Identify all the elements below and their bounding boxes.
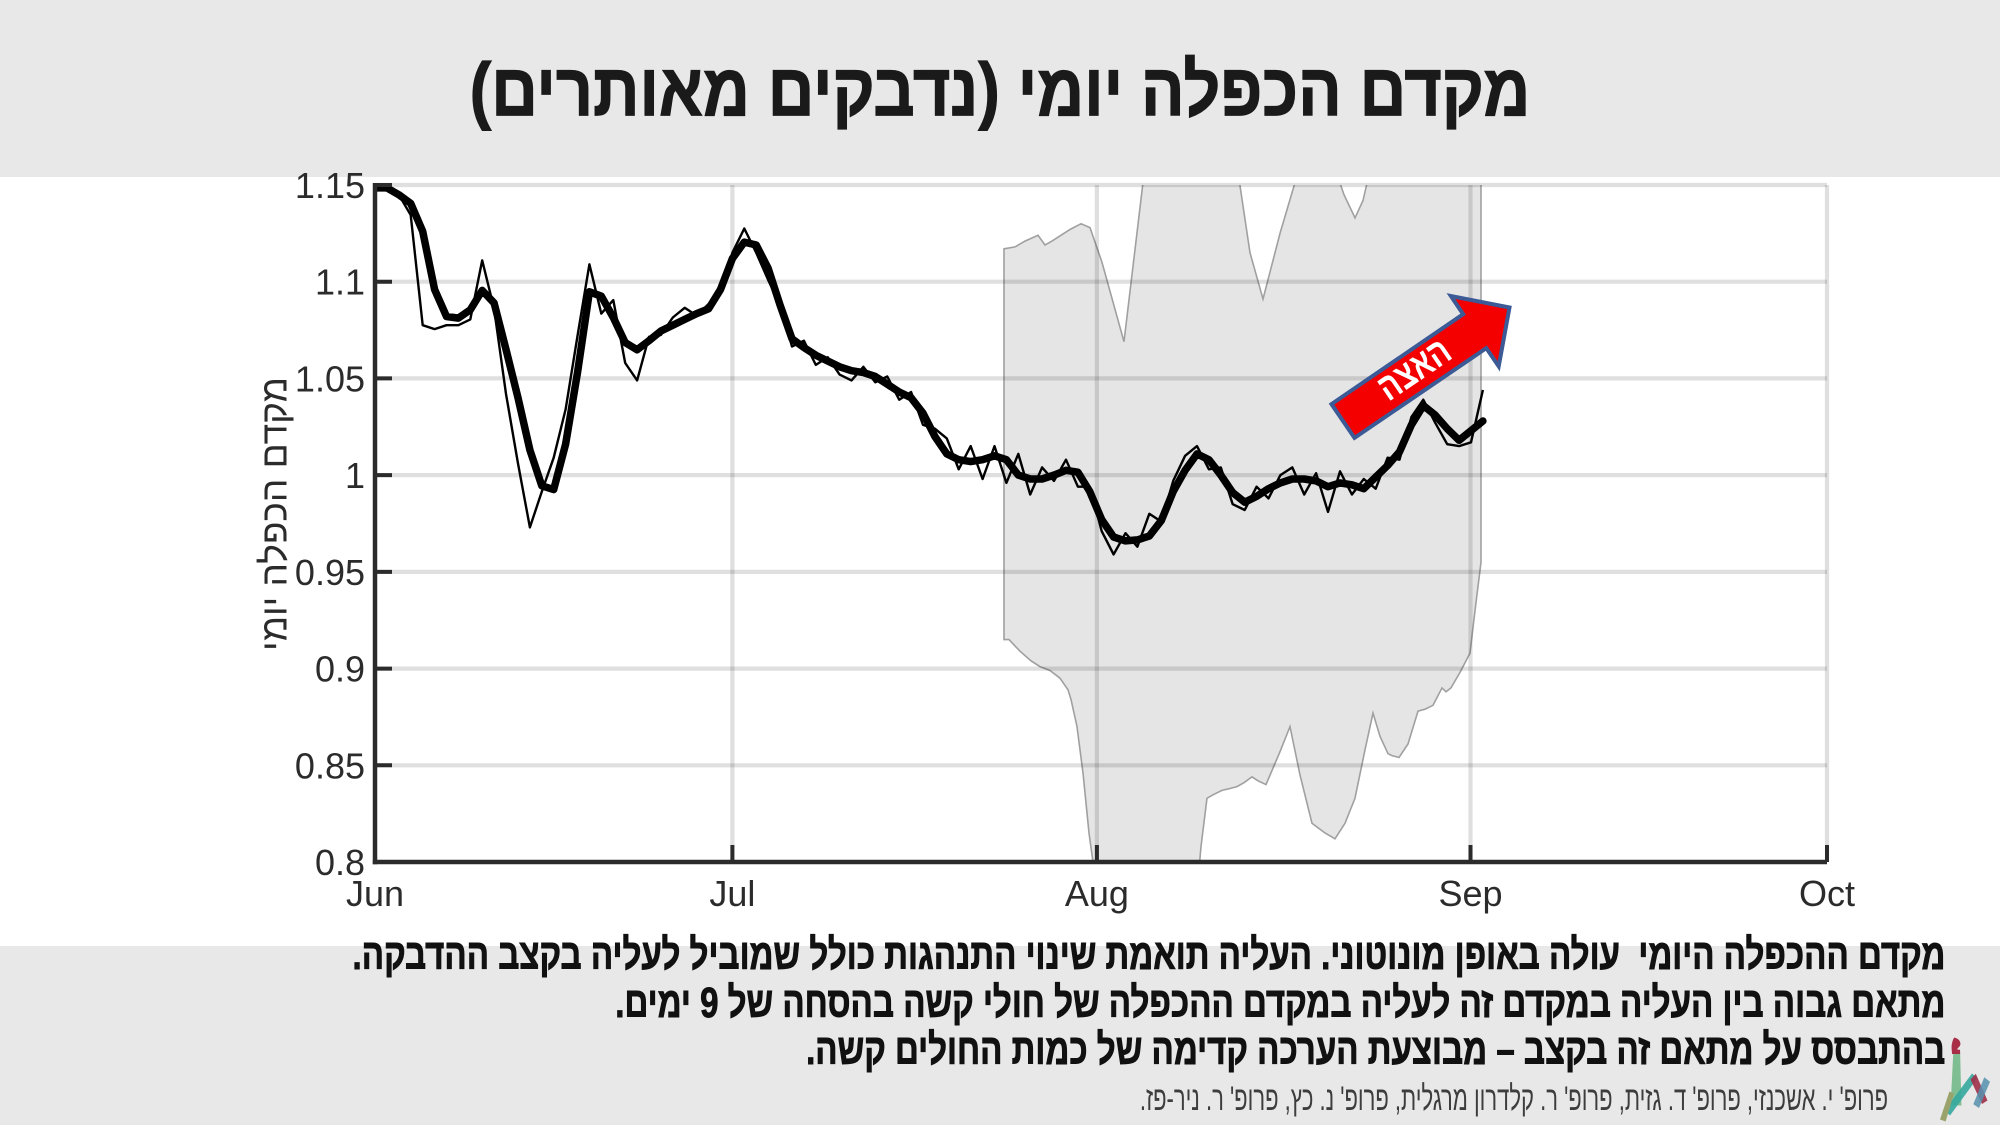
svg-text:1.05: 1.05 xyxy=(295,358,365,399)
svg-text:1.15: 1.15 xyxy=(295,165,365,206)
svg-text:0.9: 0.9 xyxy=(315,649,365,690)
svg-text:1.1: 1.1 xyxy=(315,262,365,303)
svg-text:0.85: 0.85 xyxy=(295,745,365,786)
svg-text:Sep: Sep xyxy=(1438,873,1502,914)
svg-text:מקדם הכפלה יומי: מקדם הכפלה יומי xyxy=(254,377,295,651)
svg-text:Oct: Oct xyxy=(1799,873,1855,914)
svg-text:0.8: 0.8 xyxy=(315,842,365,883)
svg-text:1: 1 xyxy=(345,455,365,496)
svg-text:Jul: Jul xyxy=(709,873,755,914)
svg-text:0.95: 0.95 xyxy=(295,552,365,593)
svg-text:Jun: Jun xyxy=(346,873,404,914)
svg-text:Aug: Aug xyxy=(1065,873,1129,914)
